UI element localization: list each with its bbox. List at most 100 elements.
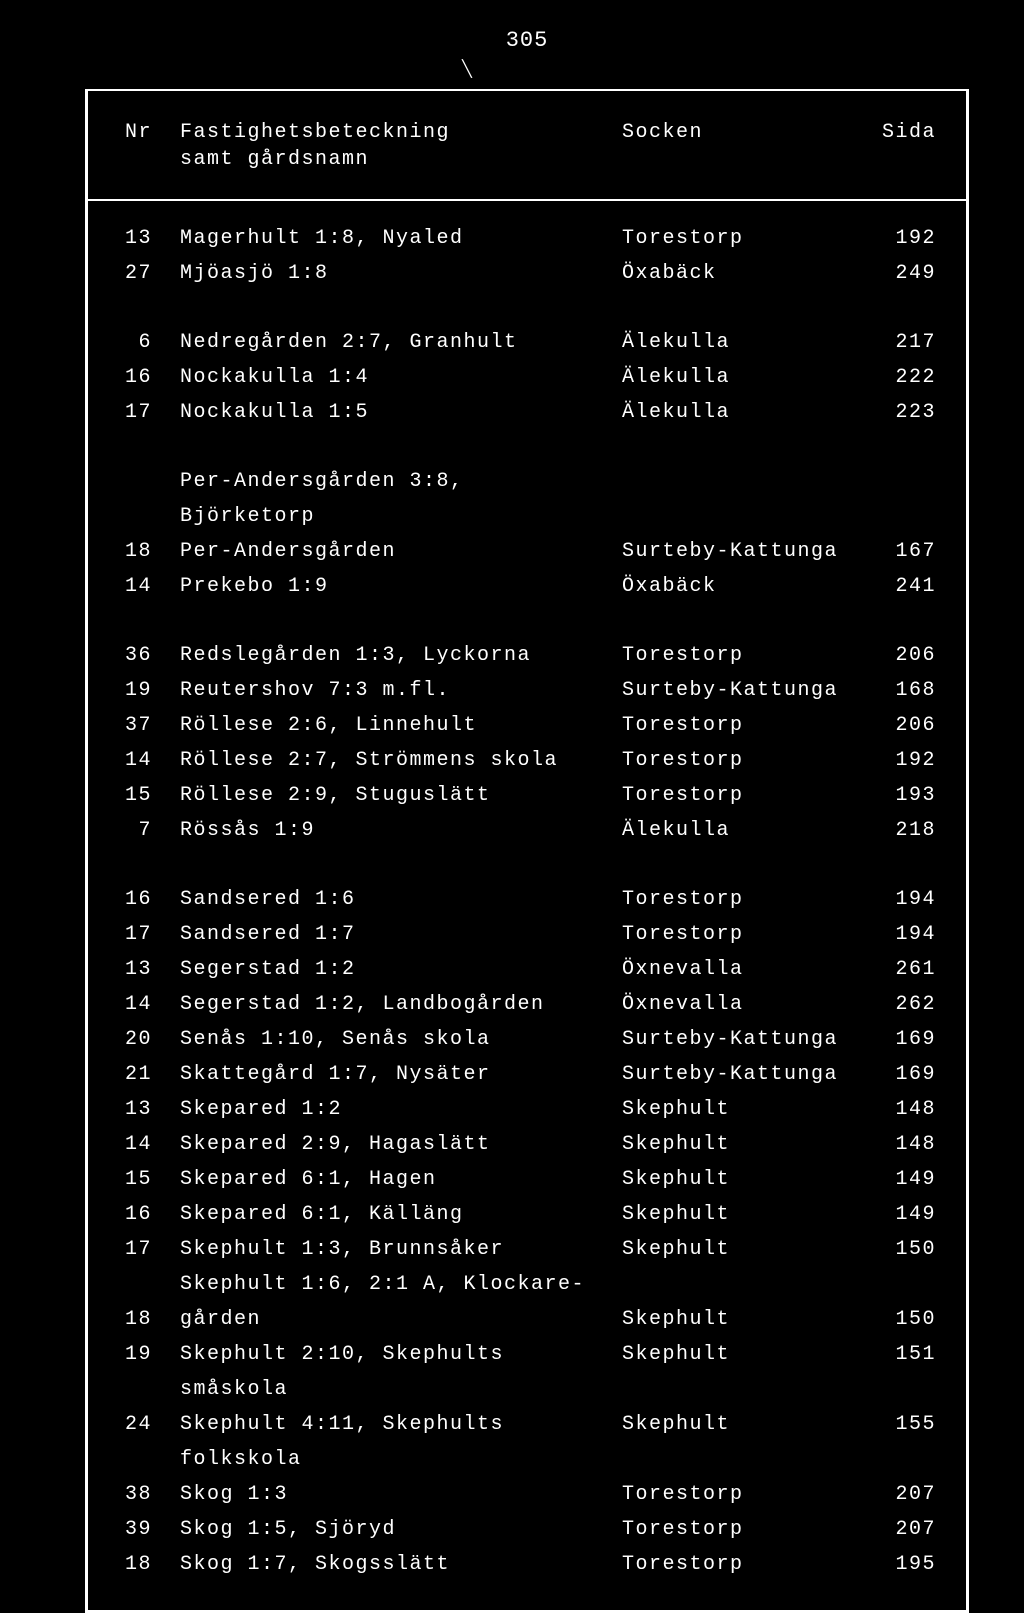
cell-socken: Skephult <box>622 1092 872 1127</box>
property-table: Nr Fastighetsbeteckning samt gårdsnamn S… <box>85 89 969 1613</box>
cell-socken: Torestorp <box>622 882 872 917</box>
cell-fastighet: Röllese 2:6, Linnehult <box>180 708 622 743</box>
cell-sida: 249 <box>872 256 936 291</box>
cell-socken: Skephult <box>622 1232 872 1267</box>
cell-nr: 21 <box>118 1057 180 1092</box>
cell-sida: 192 <box>872 221 936 256</box>
table-row: 16Nockakulla 1:4Älekulla222 <box>118 360 936 395</box>
cell-fastighet: Mjöasjö 1:8 <box>180 256 622 291</box>
cell-nr: 18 <box>118 1547 180 1582</box>
cell-fastighet: Per-Andersgården 3:8, BjörketorpPer-Ande… <box>180 464 622 569</box>
cell-sida: 167 <box>872 534 936 569</box>
cell-socken: Skephult <box>622 1162 872 1197</box>
cell-socken: Torestorp <box>622 778 872 813</box>
cell-nr: 13 <box>118 952 180 987</box>
cell-socken: Skephult <box>622 1127 872 1162</box>
cell-socken: Öxabäck <box>622 256 872 291</box>
header-sida: Sida <box>872 119 936 173</box>
cell-sida: 195 <box>872 1547 936 1582</box>
cell-nr: 14 <box>118 1127 180 1162</box>
table-row: 18Per-Andersgården 3:8, BjörketorpPer-An… <box>118 464 936 569</box>
cell-socken: Surteby-Kattunga <box>622 1057 872 1092</box>
table-row: 13Magerhult 1:8, NyaledTorestorp192 <box>118 221 936 256</box>
cell-fastighet: Nockakulla 1:4 <box>180 360 622 395</box>
cell-socken: Torestorp <box>622 917 872 952</box>
table-row: 38Skog 1:3Torestorp207 <box>118 1477 936 1512</box>
table-body: 13Magerhult 1:8, NyaledTorestorp19227Mjö… <box>88 201 966 1610</box>
cell-sida: 222 <box>872 360 936 395</box>
table-row: 21Skattegård 1:7, NysäterSurteby-Kattung… <box>118 1057 936 1092</box>
cell-socken: Älekulla <box>622 395 872 430</box>
cell-fastighet: Skepared 6:1, Hagen <box>180 1162 622 1197</box>
cell-fastighet: Röllese 2:7, Strömmens skola <box>180 743 622 778</box>
table-row: 14Röllese 2:7, Strömmens skolaTorestorp1… <box>118 743 936 778</box>
cell-nr: 16 <box>118 1197 180 1232</box>
cell-socken: Skephult <box>622 1197 872 1232</box>
cell-fastighet: Prekebo 1:9 <box>180 569 622 604</box>
cell-nr: 19 <box>118 1337 180 1407</box>
cell-fastighet: Senås 1:10, Senås skola <box>180 1022 622 1057</box>
table-row: 14Skepared 2:9, HagaslättSkephult148 <box>118 1127 936 1162</box>
cell-nr: 38 <box>118 1477 180 1512</box>
table-row: 17Skephult 1:3, BrunnsåkerSkephult150 <box>118 1232 936 1267</box>
cell-nr: 13 <box>118 221 180 256</box>
cell-socken: Surteby-Kattunga <box>622 534 872 569</box>
cell-sida: 207 <box>872 1512 936 1547</box>
cell-sida: 150 <box>872 1302 936 1337</box>
table-row: 14Segerstad 1:2, LandbogårdenÖxnevalla26… <box>118 987 936 1022</box>
tick-mark: ╲ <box>0 59 969 79</box>
table-header: Nr Fastighetsbeteckning samt gårdsnamn S… <box>88 91 966 201</box>
header-fastighet: Fastighetsbeteckning samt gårdsnamn <box>180 119 622 173</box>
cell-sida: 206 <box>872 638 936 673</box>
cell-fastighet: Skepared 2:9, Hagaslätt <box>180 1127 622 1162</box>
cell-nr: 15 <box>118 778 180 813</box>
cell-nr: 15 <box>118 1162 180 1197</box>
header-socken: Socken <box>622 119 872 173</box>
cell-sida: 223 <box>872 395 936 430</box>
cell-fastighet: Skephult 4:11, Skephults folkskola <box>180 1407 622 1477</box>
table-row: 6Nedregården 2:7, GranhultÄlekulla217 <box>118 325 936 360</box>
table-row: 20Senås 1:10, Senås skolaSurteby-Kattung… <box>118 1022 936 1057</box>
table-row: 13Skepared 1:2Skephult148 <box>118 1092 936 1127</box>
cell-nr: 24 <box>118 1407 180 1477</box>
cell-sida: 193 <box>872 778 936 813</box>
cell-fastighet: Reutershov 7:3 m.fl. <box>180 673 622 708</box>
cell-nr: 27 <box>118 256 180 291</box>
cell-nr: 17 <box>118 395 180 430</box>
cell-fastighet: Segerstad 1:2, Landbogården <box>180 987 622 1022</box>
cell-sida: 218 <box>872 813 936 848</box>
table-row: 17Nockakulla 1:5Älekulla223 <box>118 395 936 430</box>
cell-fastighet: Sandsered 1:7 <box>180 917 622 952</box>
cell-socken: Öxnevalla <box>622 987 872 1022</box>
cell-fastighet: Skattegård 1:7, Nysäter <box>180 1057 622 1092</box>
cell-fastighet: Magerhult 1:8, Nyaled <box>180 221 622 256</box>
cell-nr: 36 <box>118 638 180 673</box>
cell-fastighet: Skephult 1:6, 2:1 A, Klockare-gården <box>180 1267 622 1337</box>
table-row: 27Mjöasjö 1:8Öxabäck249 <box>118 256 936 291</box>
cell-socken: Torestorp <box>622 743 872 778</box>
cell-nr: 16 <box>118 360 180 395</box>
cell-sida: 192 <box>872 743 936 778</box>
cell-sida: 261 <box>872 952 936 987</box>
cell-fastighet: Sandsered 1:6 <box>180 882 622 917</box>
cell-sida: 155 <box>872 1407 936 1477</box>
table-row: 16Skepared 6:1, KällängSkephult149 <box>118 1197 936 1232</box>
table-row: 15Röllese 2:9, StuguslättTorestorp193 <box>118 778 936 813</box>
cell-nr: 18 <box>118 1302 180 1337</box>
cell-socken: Torestorp <box>622 638 872 673</box>
cell-nr: 16 <box>118 882 180 917</box>
cell-sida: 217 <box>872 325 936 360</box>
cell-fastighet: Röllese 2:9, Stuguslätt <box>180 778 622 813</box>
cell-nr: 14 <box>118 987 180 1022</box>
cell-socken: Skephult <box>622 1407 872 1477</box>
cell-nr: 6 <box>118 325 180 360</box>
cell-nr: 18 <box>118 534 180 569</box>
table-row: 7Rössås 1:9Älekulla218 <box>118 813 936 848</box>
cell-fastighet: Segerstad 1:2 <box>180 952 622 987</box>
cell-fastighet: Nockakulla 1:5 <box>180 395 622 430</box>
table-row: 19Reutershov 7:3 m.fl.Surteby-Kattunga16… <box>118 673 936 708</box>
page-number: 305 <box>85 28 969 53</box>
cell-socken: Älekulla <box>622 360 872 395</box>
cell-socken: Torestorp <box>622 1547 872 1582</box>
cell-fastighet: Rössås 1:9 <box>180 813 622 848</box>
